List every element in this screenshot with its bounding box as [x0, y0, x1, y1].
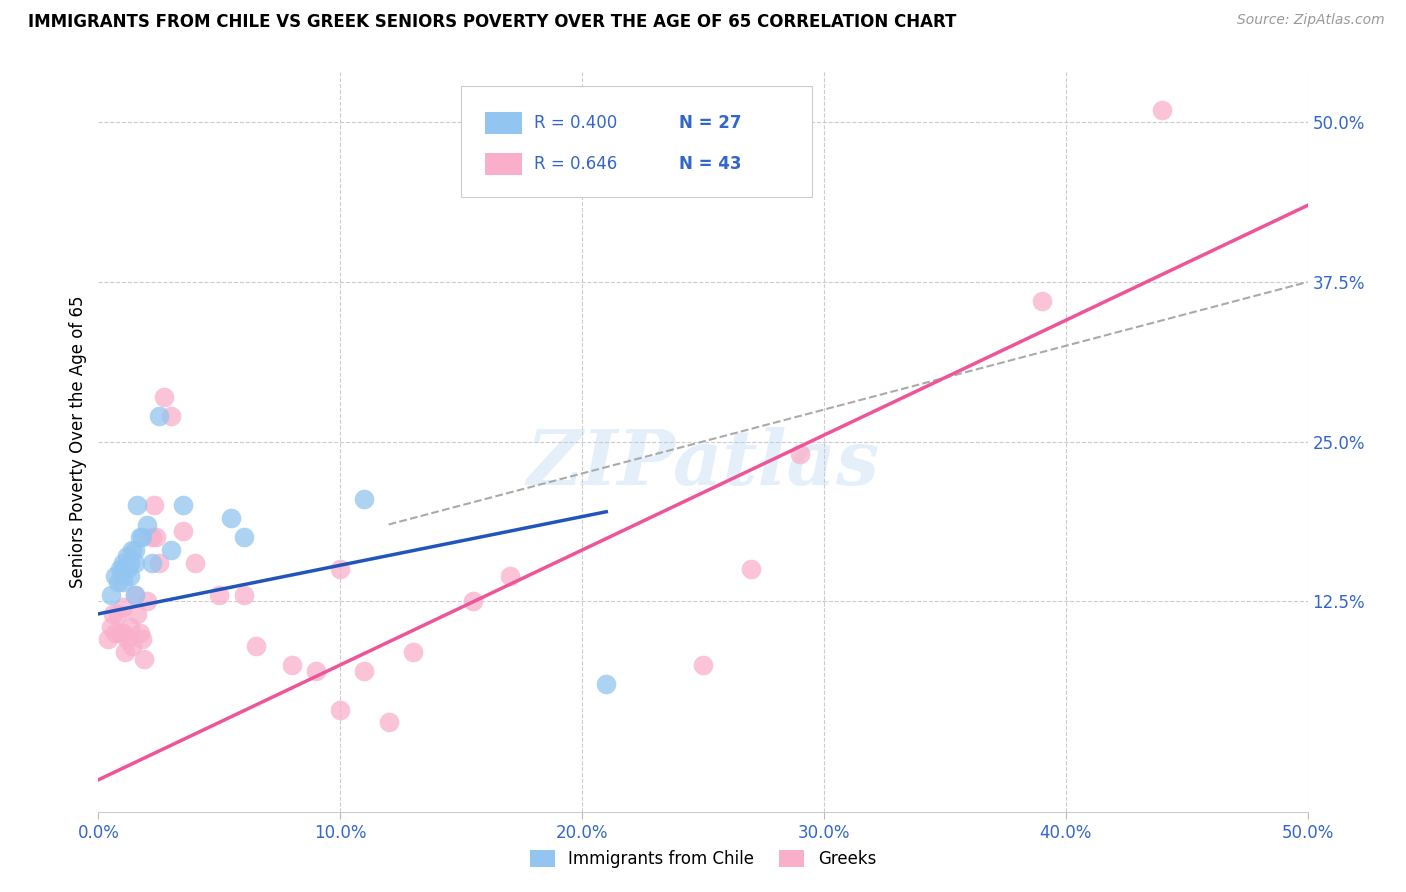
Bar — [485, 153, 522, 175]
Point — [124, 543, 146, 558]
Point — [281, 657, 304, 672]
Point — [160, 409, 183, 423]
Point — [100, 588, 122, 602]
Point — [402, 645, 425, 659]
Point — [329, 562, 352, 576]
Point — [740, 562, 762, 576]
Point — [117, 562, 139, 576]
Point — [305, 665, 328, 679]
Point — [377, 715, 399, 730]
Point — [107, 607, 129, 621]
Point — [1152, 103, 1174, 117]
Point — [127, 607, 149, 621]
Point — [145, 530, 167, 544]
Point — [121, 543, 143, 558]
Point — [498, 568, 520, 582]
Point — [789, 447, 811, 461]
Point — [232, 530, 254, 544]
Text: N = 43: N = 43 — [679, 155, 741, 173]
Point — [124, 588, 146, 602]
Point — [104, 568, 127, 582]
Bar — [485, 112, 522, 135]
Text: IMMIGRANTS FROM CHILE VS GREEK SENIORS POVERTY OVER THE AGE OF 65 CORRELATION CH: IMMIGRANTS FROM CHILE VS GREEK SENIORS P… — [28, 13, 956, 31]
Point — [107, 574, 129, 589]
Point — [121, 639, 143, 653]
Point — [117, 549, 139, 564]
Point — [353, 665, 375, 679]
Point — [131, 530, 153, 544]
Text: Source: ZipAtlas.com: Source: ZipAtlas.com — [1237, 13, 1385, 28]
Point — [143, 499, 166, 513]
Point — [160, 543, 183, 558]
Point — [463, 594, 485, 608]
Point — [692, 657, 714, 672]
Point — [172, 499, 194, 513]
Point — [111, 626, 134, 640]
Point — [114, 645, 136, 659]
Text: ZIPatlas: ZIPatlas — [526, 426, 880, 500]
Point — [127, 499, 149, 513]
Point — [128, 626, 150, 640]
Point — [97, 632, 120, 647]
Point — [131, 632, 153, 647]
Point — [152, 390, 174, 404]
Legend: Immigrants from Chile, Greeks: Immigrants from Chile, Greeks — [523, 843, 883, 875]
Point — [108, 562, 131, 576]
Text: R = 0.400: R = 0.400 — [534, 114, 617, 132]
Point — [118, 619, 141, 633]
Point — [329, 703, 352, 717]
Point — [595, 677, 617, 691]
Point — [141, 530, 163, 544]
Point — [118, 568, 141, 582]
Point — [134, 651, 156, 665]
Point — [128, 530, 150, 544]
Text: R = 0.646: R = 0.646 — [534, 155, 617, 173]
Point — [111, 600, 134, 615]
Y-axis label: Seniors Poverty Over the Age of 65: Seniors Poverty Over the Age of 65 — [69, 295, 87, 588]
Point — [148, 409, 170, 423]
Point — [208, 588, 231, 602]
Point — [108, 626, 131, 640]
Point — [117, 632, 139, 647]
Point — [111, 562, 134, 576]
Point — [1031, 294, 1053, 309]
FancyBboxPatch shape — [461, 87, 811, 197]
Point — [353, 491, 375, 506]
Point — [111, 574, 134, 589]
Point — [148, 556, 170, 570]
Point — [101, 607, 124, 621]
Point — [172, 524, 194, 538]
Point — [124, 588, 146, 602]
Point — [111, 556, 134, 570]
Point — [184, 556, 207, 570]
Point — [232, 588, 254, 602]
Point — [141, 556, 163, 570]
Point — [100, 619, 122, 633]
Point — [118, 556, 141, 570]
Point — [135, 594, 157, 608]
Point — [221, 511, 243, 525]
Point — [124, 556, 146, 570]
Point — [135, 517, 157, 532]
Text: N = 27: N = 27 — [679, 114, 741, 132]
Point — [104, 626, 127, 640]
Point — [245, 639, 267, 653]
